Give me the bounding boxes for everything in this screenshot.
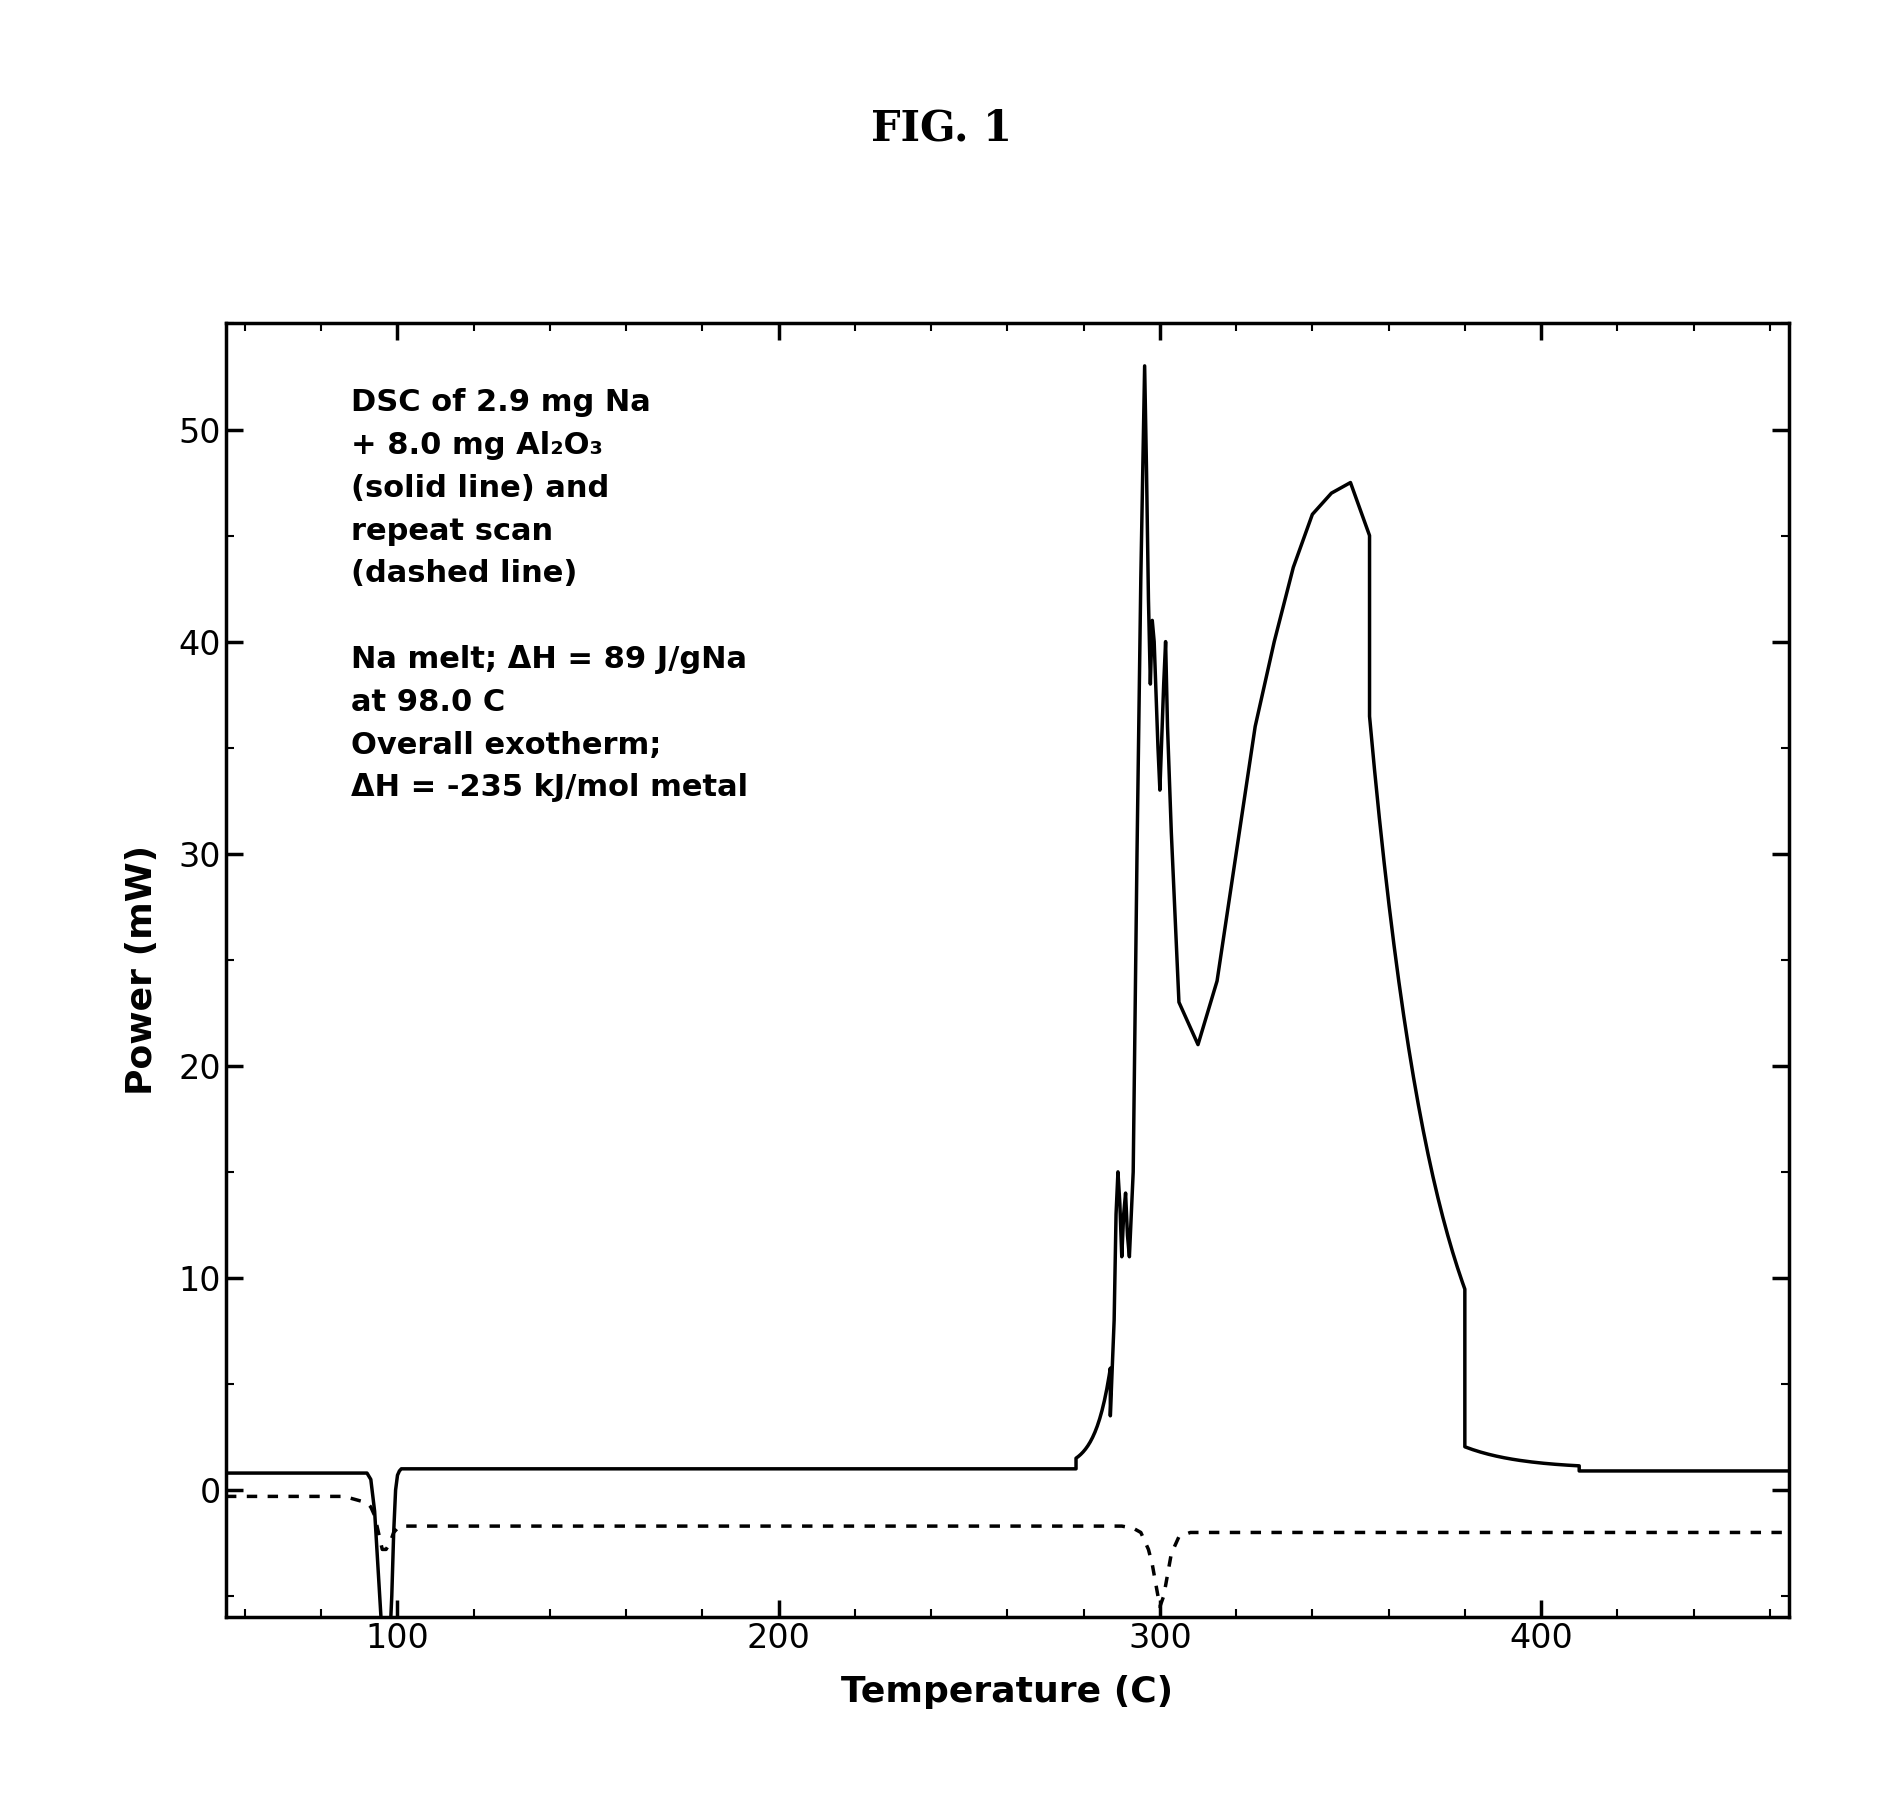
Text: DSC of 2.9 mg Na
+ 8.0 mg Al₂O₃
(solid line) and
repeat scan
(dashed line)

Na m: DSC of 2.9 mg Na + 8.0 mg Al₂O₃ (solid l… (350, 388, 747, 801)
X-axis label: Temperature (C): Temperature (C) (841, 1675, 1172, 1709)
Y-axis label: Power (mW): Power (mW) (124, 845, 158, 1096)
Text: FIG. 1: FIG. 1 (871, 108, 1011, 149)
